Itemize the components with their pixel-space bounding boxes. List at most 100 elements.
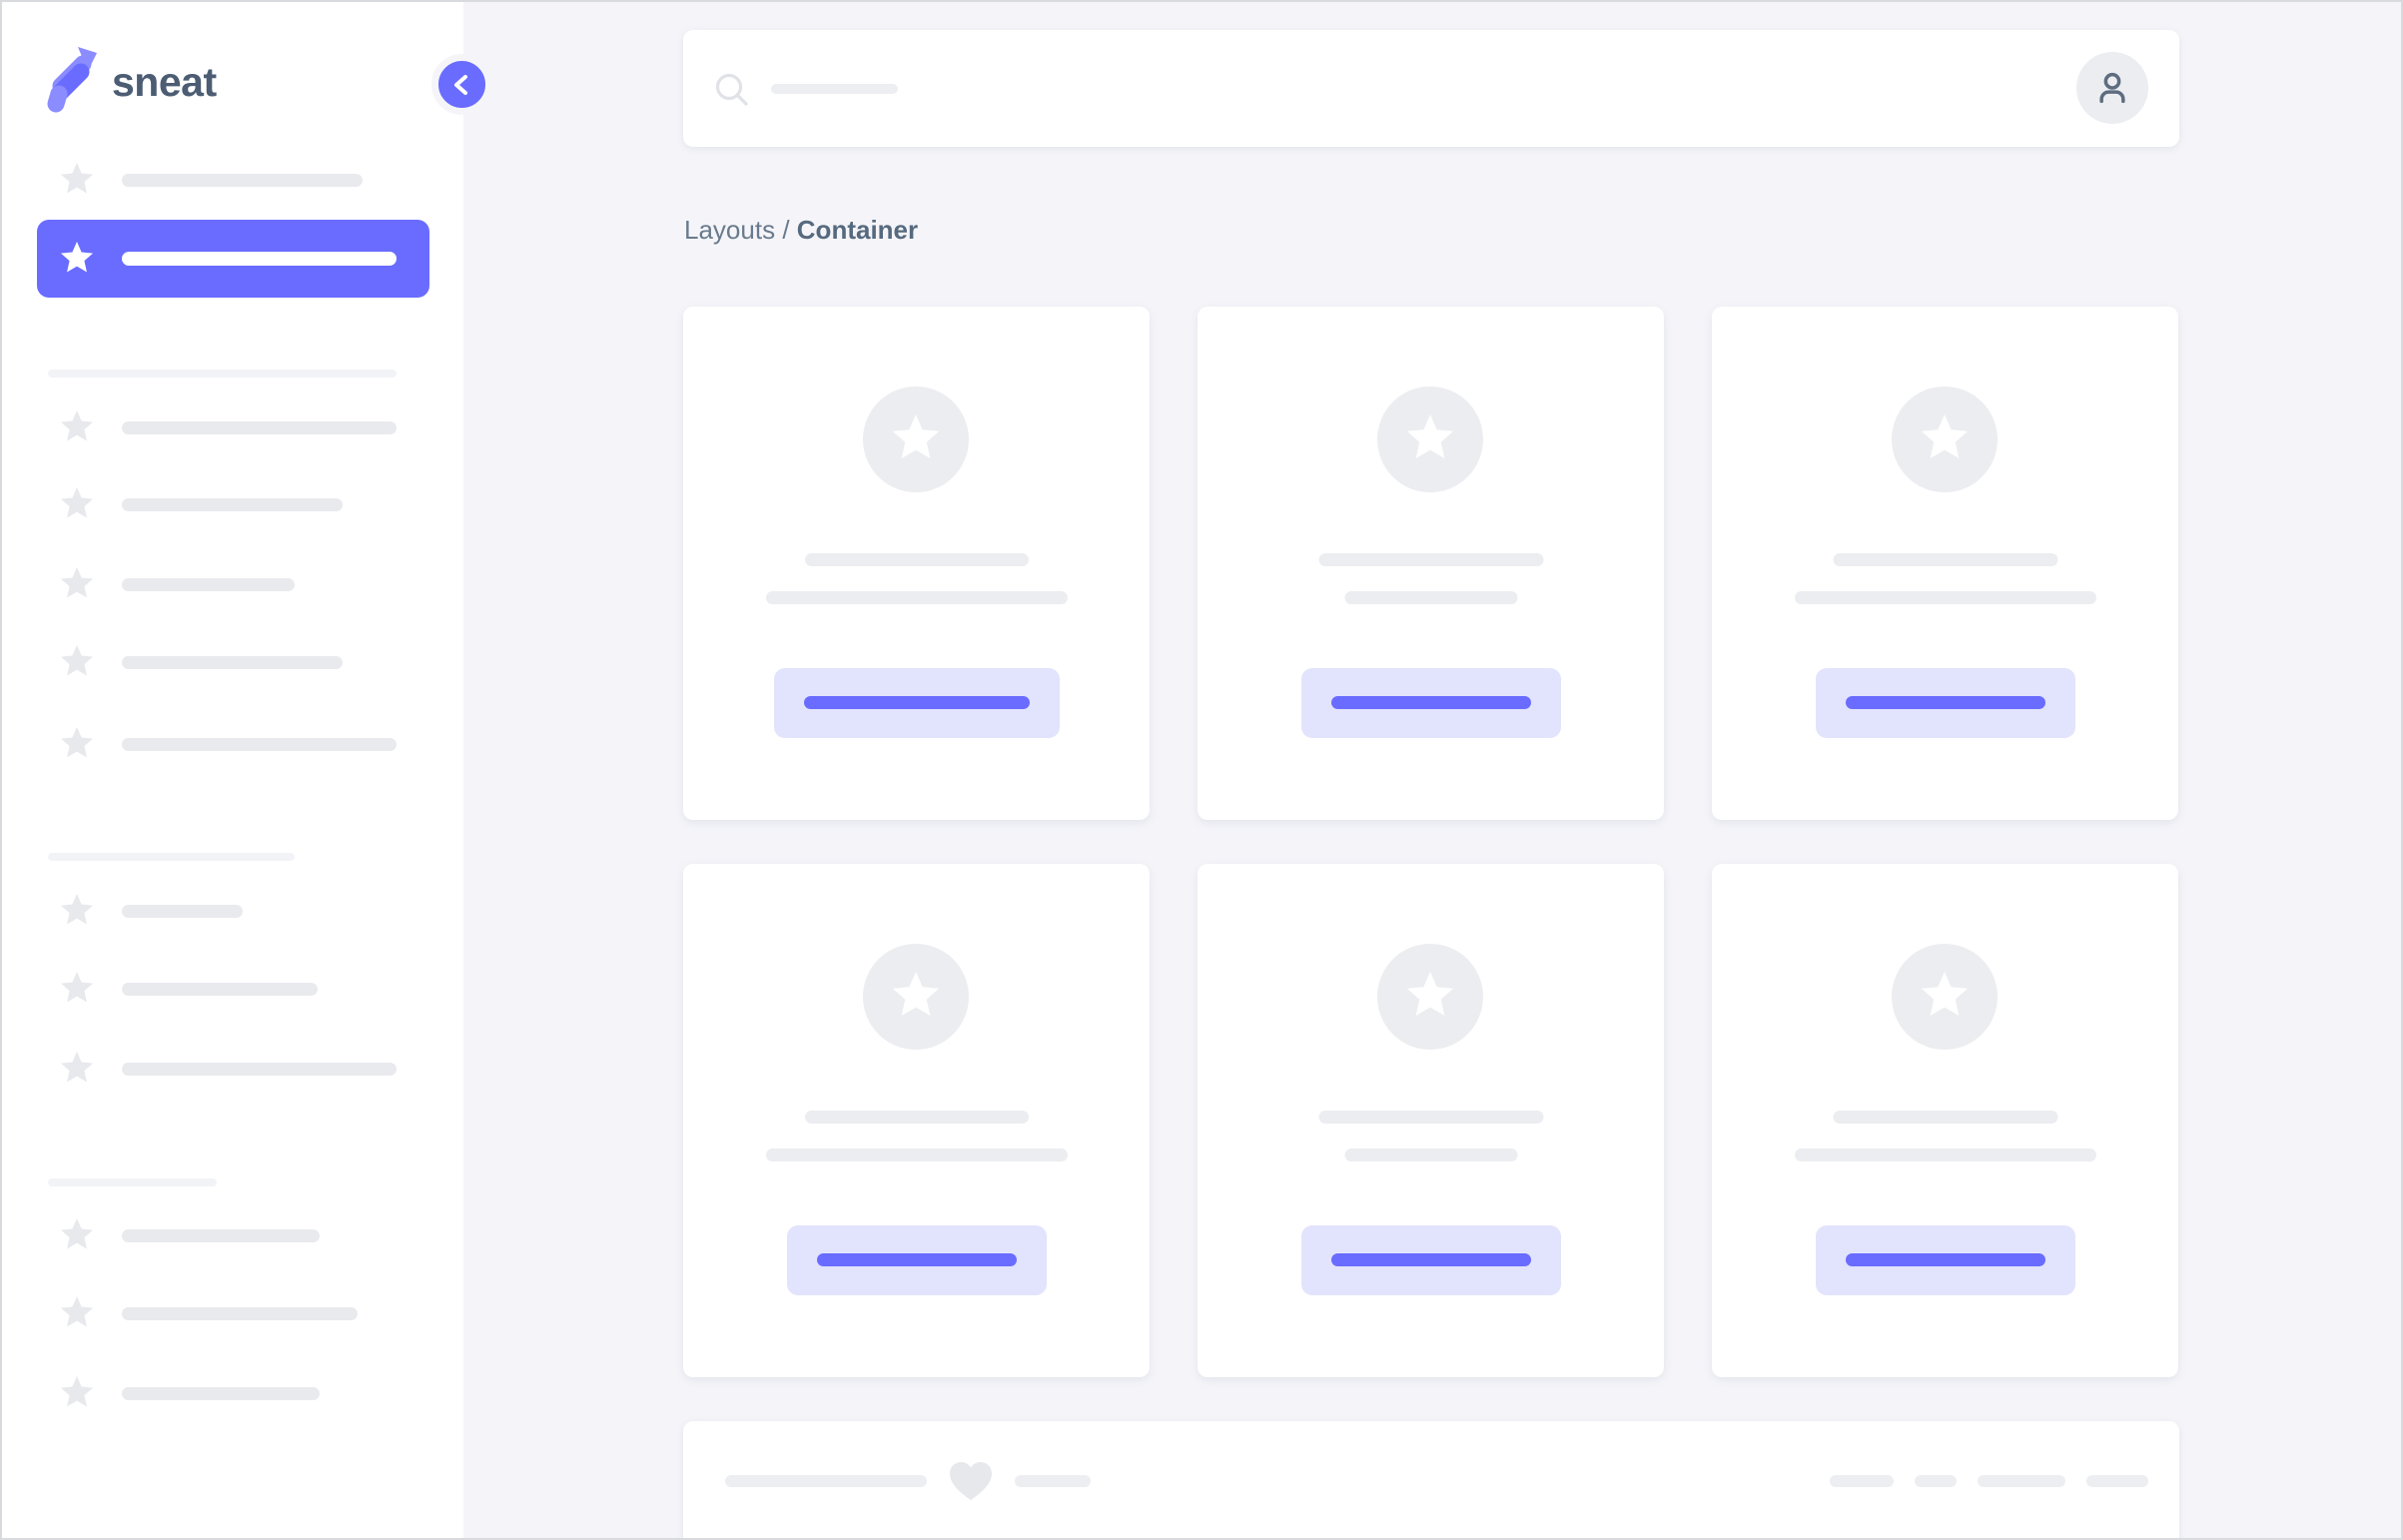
- sidebar-item-label-placeholder: [122, 1228, 320, 1242]
- star-icon: [1921, 972, 1969, 1017]
- card-action-button[interactable]: [773, 668, 1060, 738]
- card-action-button[interactable]: [786, 1225, 1047, 1295]
- star-icon: [60, 645, 94, 676]
- pagination-pill[interactable]: [1978, 1475, 2065, 1487]
- card-avatar-circle: [863, 386, 969, 492]
- content-card: [1712, 864, 2178, 1377]
- card-title-placeholder: [1833, 1111, 2057, 1124]
- star-icon: [60, 567, 94, 598]
- content-card: [1198, 864, 1664, 1377]
- star-icon: [60, 727, 94, 758]
- star-icon: [60, 1376, 94, 1407]
- sidebar-item-active[interactable]: [37, 220, 429, 298]
- search-bar[interactable]: [683, 30, 2179, 147]
- sidebar-item-label-placeholder: [122, 1306, 358, 1320]
- sidebar-item-label-placeholder: [122, 655, 343, 669]
- sidebar-item-label-placeholder: [122, 497, 343, 511]
- menu-section-divider: [48, 853, 295, 861]
- menu-section-divider: [48, 370, 397, 378]
- star-icon: [60, 1052, 94, 1083]
- card-avatar-circle: [1892, 386, 1998, 492]
- card-action-button[interactable]: [1815, 668, 2075, 738]
- star-icon: [60, 242, 94, 273]
- star-icon: [1406, 414, 1454, 459]
- sidebar-item[interactable]: [0, 388, 463, 466]
- card-action-button[interactable]: [1815, 1225, 2075, 1295]
- user-icon: [2099, 72, 2125, 104]
- star-icon: [60, 163, 94, 194]
- button-label-placeholder: [1845, 696, 2045, 709]
- footer-placeholder-bar: [1015, 1475, 1091, 1487]
- card-subtitle-placeholder: [1794, 1149, 2096, 1161]
- sidebar-item[interactable]: [0, 872, 463, 950]
- card-action-button[interactable]: [1300, 668, 1561, 738]
- star-icon: [60, 1218, 94, 1249]
- star-icon: [892, 972, 940, 1017]
- card-subtitle-placeholder: [765, 1149, 1068, 1161]
- sidebar-item-label-placeholder: [122, 577, 295, 591]
- card-title-placeholder: [804, 1111, 1029, 1124]
- pagination-pill[interactable]: [2086, 1475, 2148, 1487]
- sidebar-item[interactable]: [0, 465, 463, 543]
- sidebar-item-label-placeholder: [122, 420, 397, 434]
- card-title-placeholder: [804, 553, 1029, 566]
- heart-icon[interactable]: [948, 1460, 994, 1502]
- pagination-pill[interactable]: [1915, 1475, 1957, 1487]
- star-icon: [60, 410, 94, 441]
- sidebar-item-label-placeholder: [122, 1062, 397, 1076]
- user-avatar-button[interactable]: [2076, 52, 2148, 124]
- card-avatar-circle: [1377, 386, 1483, 492]
- sneat-logo-icon: [47, 47, 97, 113]
- sidebar-item[interactable]: [0, 705, 463, 783]
- search-input-placeholder: [771, 84, 898, 94]
- card-subtitle-placeholder: [1344, 591, 1517, 604]
- card-subtitle-placeholder: [1794, 591, 2096, 604]
- sidebar-item[interactable]: [0, 1196, 463, 1274]
- sidebar-item-label-placeholder: [122, 982, 318, 996]
- star-icon: [60, 894, 94, 925]
- star-icon: [60, 972, 94, 1003]
- card-subtitle-placeholder: [765, 591, 1068, 604]
- breadcrumb-section[interactable]: Layouts: [684, 215, 776, 245]
- pagination-group: [1830, 1421, 2148, 1540]
- star-icon: [60, 487, 94, 518]
- sidebar-item[interactable]: [0, 545, 463, 623]
- sidebar-item[interactable]: [0, 623, 463, 701]
- content-card: [683, 307, 1150, 820]
- card-action-button[interactable]: [1300, 1225, 1561, 1295]
- sidebar-item[interactable]: [0, 1274, 463, 1352]
- sidebar-item-label-placeholder: [122, 1386, 320, 1400]
- sidebar-item[interactable]: [0, 950, 463, 1028]
- sidebar-item[interactable]: [0, 141, 463, 219]
- card-subtitle-placeholder: [1344, 1149, 1517, 1161]
- sidebar-item-label-placeholder: [122, 737, 397, 751]
- star-icon: [60, 1296, 94, 1327]
- card-avatar-circle: [863, 944, 969, 1050]
- breadcrumb-current: Container: [796, 215, 919, 245]
- sidebar-item-label-placeholder: [122, 904, 243, 918]
- sidebar: sneat: [0, 0, 492, 1540]
- content-card: [683, 864, 1150, 1377]
- star-icon: [1921, 414, 1969, 459]
- sidebar-menu: [0, 0, 463, 1540]
- footer-left-group: [725, 1421, 1091, 1540]
- sidebar-item-label-placeholder: [122, 252, 397, 266]
- card-avatar-circle: [1892, 944, 1998, 1050]
- star-icon: [1406, 972, 1454, 1017]
- button-label-placeholder: [816, 1253, 1017, 1266]
- pagination-pill[interactable]: [1830, 1475, 1894, 1487]
- sidebar-item-label-placeholder: [122, 173, 363, 187]
- button-label-placeholder: [1330, 696, 1531, 709]
- sidebar-collapse-button[interactable]: [431, 54, 492, 115]
- button-label-placeholder: [1330, 1253, 1531, 1266]
- button-label-placeholder: [803, 696, 1030, 709]
- list-footer-card: [683, 1421, 2179, 1540]
- brand-name: sneat: [112, 59, 217, 105]
- card-title-placeholder: [1833, 553, 2057, 566]
- breadcrumb: Layouts / Container: [684, 215, 919, 245]
- sidebar-item[interactable]: [0, 1354, 463, 1432]
- footer-placeholder-bar: [725, 1475, 927, 1487]
- sidebar-item[interactable]: [0, 1030, 463, 1108]
- search-icon: [715, 73, 748, 106]
